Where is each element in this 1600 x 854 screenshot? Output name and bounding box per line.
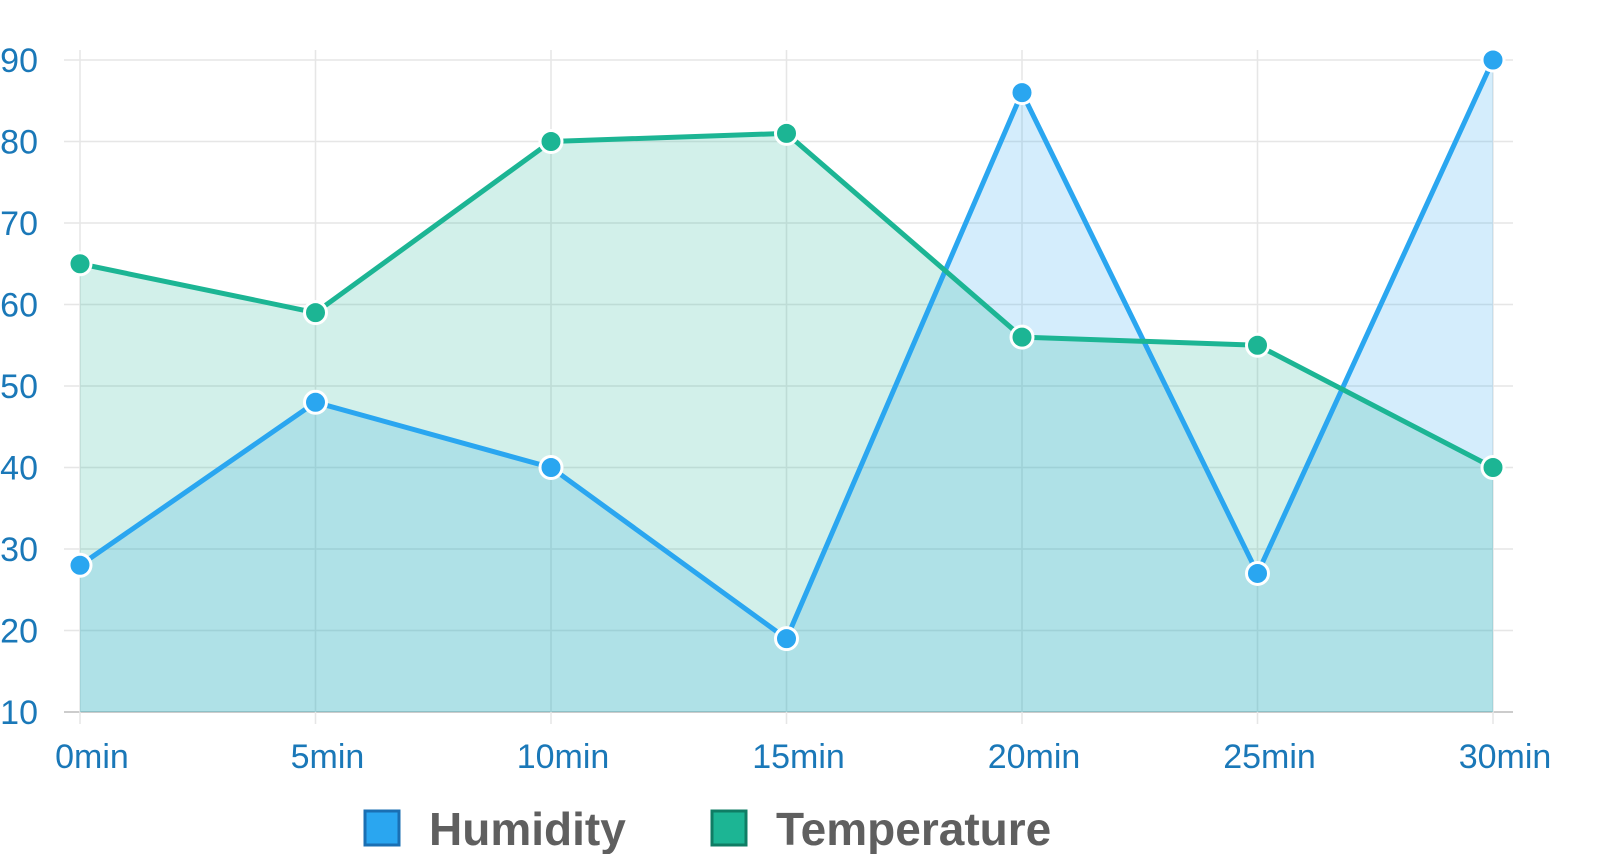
legend-label-humidity[interactable]: Humidity xyxy=(429,803,626,854)
x-tick-label: 25min xyxy=(1223,738,1316,776)
humidity-point-20min[interactable] xyxy=(1009,80,1035,106)
x-tick-label: 30min xyxy=(1459,738,1552,776)
chart-grid xyxy=(64,50,1513,724)
y-tick-label: 80 xyxy=(0,124,38,162)
y-tick-label: 60 xyxy=(0,287,38,325)
x-tick-label: 15min xyxy=(752,738,845,776)
temperature-point-0min[interactable] xyxy=(67,251,93,277)
x-axis-tick-labels: 0min 5min 10min 15min 20min 25min 30min xyxy=(55,738,1551,776)
y-tick-label: 90 xyxy=(0,42,38,80)
temperature-point-30min[interactable] xyxy=(1480,455,1506,480)
y-tick-label: 10 xyxy=(0,694,38,732)
humidity-area xyxy=(80,60,1493,712)
series-areas xyxy=(80,60,1493,713)
series-points xyxy=(67,47,1506,652)
x-tick-label: 0min xyxy=(55,738,129,776)
temperature-area xyxy=(80,133,1493,713)
temperature-point-20min[interactable] xyxy=(1009,324,1035,350)
temperature-point-5min[interactable] xyxy=(303,300,328,326)
y-tick-label: 20 xyxy=(0,613,38,651)
humidity-point-0min[interactable] xyxy=(67,552,93,578)
x-tick-label: 10min xyxy=(517,738,610,776)
humidity-point-15min[interactable] xyxy=(774,626,799,652)
y-tick-label: 30 xyxy=(0,531,38,569)
humidity-point-25min[interactable] xyxy=(1245,560,1270,586)
temperature-point-15min[interactable] xyxy=(774,120,799,146)
temperature-point-10min[interactable] xyxy=(538,129,564,154)
legend: Humidity Temperature xyxy=(363,803,1051,854)
y-tick-label: 50 xyxy=(0,368,38,406)
y-tick-label: 70 xyxy=(0,205,38,243)
legend-swatch-temperature[interactable] xyxy=(710,809,748,847)
legend-swatch-humidity[interactable] xyxy=(363,809,401,847)
legend-label-temperature[interactable]: Temperature xyxy=(776,803,1051,854)
humidity-point-10min[interactable] xyxy=(538,455,564,480)
y-tick-label: 40 xyxy=(0,450,38,488)
x-tick-label: 20min xyxy=(988,738,1081,776)
humidity-point-30min[interactable] xyxy=(1480,47,1506,73)
humidity-point-5min[interactable] xyxy=(303,389,328,415)
y-axis-tick-labels: 10 20 30 40 50 60 70 80 90 xyxy=(0,42,38,732)
temperature-point-25min[interactable] xyxy=(1245,332,1270,358)
x-tick-label: 5min xyxy=(291,738,365,776)
